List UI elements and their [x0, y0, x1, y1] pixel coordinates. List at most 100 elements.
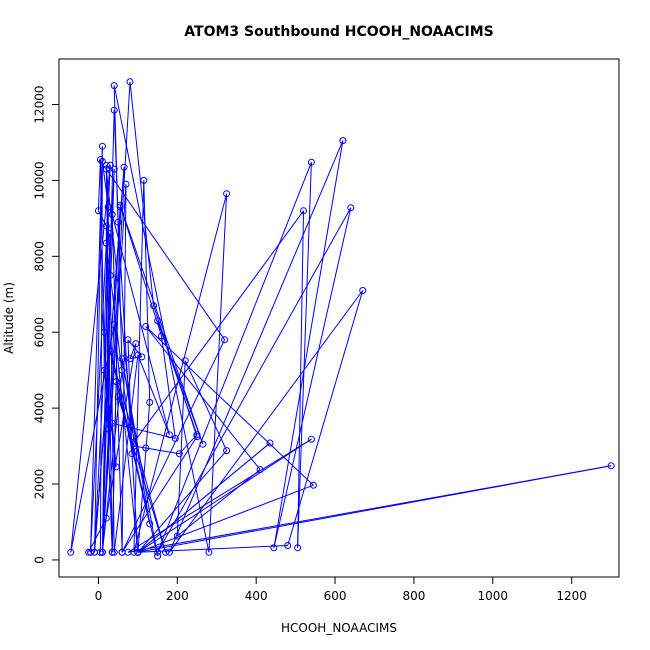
series-segment: [127, 438, 312, 553]
data-point: [108, 211, 116, 219]
data-point: [307, 158, 315, 166]
data-point: [339, 137, 347, 145]
data-point: [87, 548, 94, 556]
series-lines: [70, 81, 612, 557]
data-point: [100, 328, 108, 336]
data-point: [98, 158, 106, 165]
data-point: [110, 548, 118, 556]
series-segment: [90, 165, 111, 553]
data-point: [142, 444, 150, 452]
data-point: [128, 450, 136, 458]
data-point: [110, 106, 118, 114]
x-tick-label: 1000: [478, 589, 509, 603]
data-point: [307, 435, 315, 443]
data-point: [94, 207, 102, 215]
series-segment: [273, 207, 352, 548]
data-point: [140, 176, 148, 184]
data-point: [142, 323, 150, 330]
chart-title: ATOM3 Southbound HCOOH_NOAACIMS: [184, 24, 493, 40]
data-point: [146, 398, 154, 406]
data-point: [270, 544, 278, 552]
data-point: [102, 514, 110, 522]
series-segment: [137, 354, 170, 435]
data-point: [98, 142, 106, 150]
data-point: [284, 542, 292, 549]
series-segment: [70, 324, 115, 553]
data-point: [309, 481, 317, 489]
data-point: [154, 548, 162, 556]
y-tick-label: 10000: [33, 161, 47, 199]
data-point: [85, 548, 93, 556]
data-point: [106, 271, 114, 279]
data-point: [171, 435, 179, 442]
data-point: [112, 463, 120, 471]
series-segment: [121, 436, 198, 553]
series-segment: [143, 180, 151, 403]
series-segment: [157, 162, 312, 553]
data-point: [193, 433, 201, 441]
series-segment: [107, 233, 111, 430]
series-segment: [111, 381, 117, 553]
y-tick-label: 0: [33, 556, 47, 564]
data-point: [165, 431, 173, 439]
x-tick-label: 0: [95, 589, 103, 603]
series-segment: [157, 207, 352, 553]
series-segment: [88, 517, 107, 553]
series-segment: [161, 335, 176, 439]
series-segment: [133, 445, 146, 449]
data-point: [100, 366, 108, 374]
series-segment: [119, 204, 204, 445]
series-segment: [113, 85, 210, 553]
data-point: [106, 230, 114, 238]
data-point: [162, 548, 169, 556]
y-tick-label: 6000: [33, 317, 47, 348]
data-point: [108, 548, 116, 556]
series-segment: [145, 447, 180, 455]
y-tick-label: 2000: [33, 469, 47, 500]
data-point: [256, 466, 264, 474]
series-segment: [101, 81, 131, 553]
data-point: [347, 204, 355, 212]
data-point: [138, 353, 146, 361]
data-point: [205, 548, 213, 556]
series-segment: [101, 370, 123, 553]
data-point: [158, 332, 165, 340]
series-points: [67, 78, 615, 560]
series-segment: [133, 180, 145, 553]
data-point: [102, 161, 110, 169]
series-segment: [168, 140, 344, 553]
data-point: [116, 203, 124, 211]
data-point: [114, 393, 122, 401]
y-tick-label: 8000: [33, 241, 47, 272]
data-point: [181, 357, 189, 365]
x-tick-label: 600: [324, 589, 347, 603]
data-point: [116, 201, 124, 209]
series-segment: [103, 370, 117, 467]
series-segment: [105, 168, 226, 341]
series-segment: [184, 360, 228, 451]
data-point: [110, 82, 118, 90]
series-segment: [297, 162, 312, 548]
data-point: [118, 366, 126, 374]
y-tick-label: 12000: [33, 85, 47, 123]
data-point: [223, 447, 231, 455]
data-point: [114, 218, 122, 226]
data-point: [124, 336, 132, 344]
series-segment: [287, 290, 364, 546]
data-point: [98, 548, 106, 556]
series-segment: [208, 193, 228, 553]
data-point: [134, 351, 142, 359]
series-segment: [112, 422, 176, 439]
series-segment: [109, 351, 159, 557]
series-segment: [105, 233, 111, 244]
series-segment: [113, 85, 123, 371]
series-segment: [297, 210, 304, 548]
x-tick-label: 800: [402, 589, 425, 603]
data-point: [173, 532, 181, 540]
series-segment: [137, 465, 612, 553]
data-point: [221, 336, 229, 344]
series-segment: [133, 210, 304, 443]
data-point: [266, 439, 274, 447]
y-axis: 0 2000 4000 6000 8000 10000 12000: [33, 85, 60, 564]
data-point: [110, 165, 118, 173]
